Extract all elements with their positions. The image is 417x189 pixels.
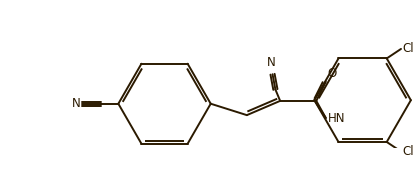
Text: Cl: Cl [402,42,414,55]
Text: HN: HN [328,112,345,125]
Text: O: O [328,67,337,80]
Text: N: N [267,56,276,69]
Text: Cl: Cl [402,145,414,158]
Text: N: N [72,97,80,110]
